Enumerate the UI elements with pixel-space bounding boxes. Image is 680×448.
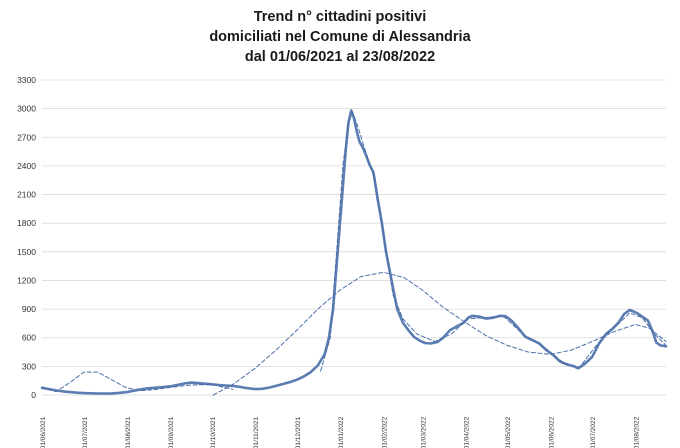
y-tick-label: 1800 <box>17 218 36 228</box>
series-lines <box>40 109 668 396</box>
y-tick-label: 2700 <box>17 132 36 142</box>
x-tick-label: 01/06/2022 <box>548 416 555 448</box>
chart-title-line-3: dal 01/06/2021 al 23/08/2022 <box>245 49 435 65</box>
x-tick-label: 01/04/2022 <box>463 416 470 448</box>
gridlines <box>42 79 666 396</box>
x-tick-label: 01/03/2022 <box>420 416 427 448</box>
x-tick-label: 01/06/2021 <box>40 416 47 448</box>
y-tick-label: 1500 <box>17 247 36 257</box>
x-axis-ticks: 01/06/2021 01/07/2021 01/08/2021 01/09/2021… <box>40 416 640 448</box>
y-tick-label: 3300 <box>17 75 36 85</box>
y-tick-label: 2100 <box>17 190 36 200</box>
x-tick-label: 01/05/2022 <box>505 416 512 448</box>
series-line-actual <box>40 109 668 395</box>
x-tick-label: 01/10/2021 <box>210 416 217 448</box>
series-line-trend-3 <box>320 112 667 372</box>
y-tick-label: 1200 <box>17 275 36 285</box>
y-tick-label: 0 <box>31 390 36 400</box>
x-tick-label: 01/01/2022 <box>338 416 345 448</box>
y-tick-label: 2400 <box>17 161 36 171</box>
chart-title-line-1: Trend n° cittadini positivi <box>254 9 427 25</box>
x-tick-label: 01/12/2021 <box>295 416 302 448</box>
x-tick-label: 01/11/2021 <box>253 417 260 448</box>
x-tick-label: 01/07/2021 <box>82 416 89 448</box>
x-tick-label: 01/02/2022 <box>381 416 388 448</box>
x-tick-label: 01/07/2022 <box>590 416 597 448</box>
series-line-trend-2 <box>212 271 667 396</box>
x-tick-label: 01/08/2022 <box>633 416 640 448</box>
y-tick-label: 3000 <box>17 104 36 114</box>
chart-title-line-2: domiciliati nel Comune di Alessandria <box>209 29 471 45</box>
y-tick-label: 600 <box>22 333 36 343</box>
series-line-trend-1 <box>41 371 234 393</box>
x-tick-label: 01/08/2021 <box>125 416 132 448</box>
x-tick-label: 01/09/2021 <box>168 416 175 448</box>
y-axis-ticks: 0 300 600 900 1200 1500 1800 2100 2400 2700 3000 33… <box>17 75 36 400</box>
y-tick-label: 300 <box>22 361 36 371</box>
y-tick-label: 900 <box>22 304 36 314</box>
